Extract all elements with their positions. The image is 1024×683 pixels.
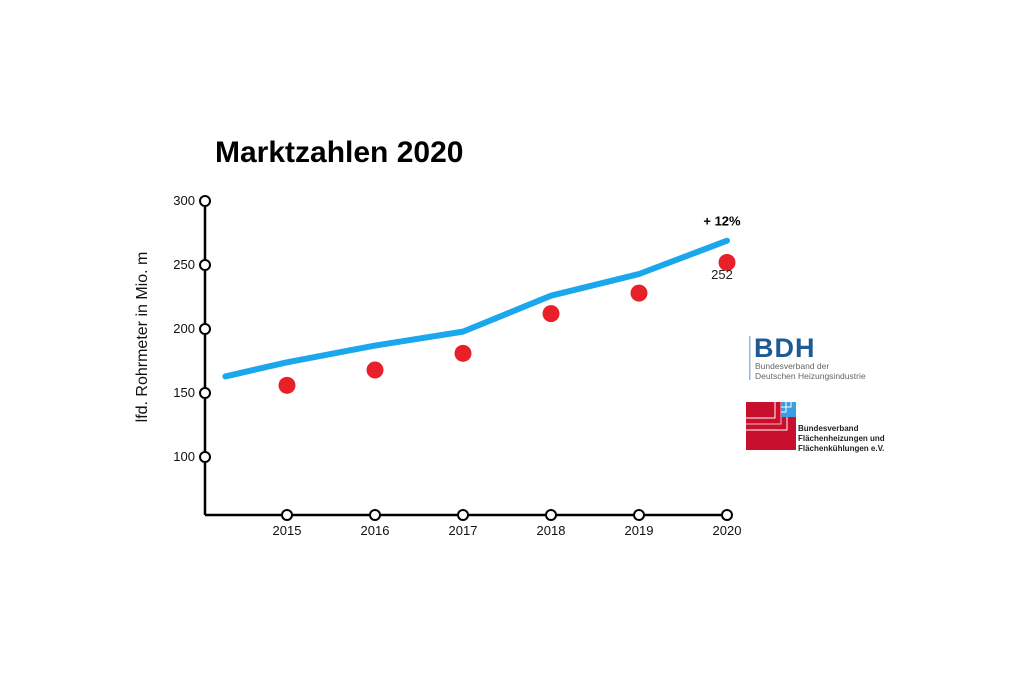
y-tick-marker — [199, 323, 211, 335]
x-tick-label: 2019 — [625, 523, 654, 538]
y-tick-label: 250 — [173, 257, 195, 272]
bvf-logo-line2: Flächenheizungen und — [798, 434, 885, 443]
data-point — [630, 284, 648, 302]
y-tick-label: 150 — [173, 385, 195, 400]
value-annotation: 252 — [711, 267, 733, 282]
x-tick-marker — [633, 509, 645, 521]
x-ticks: 2015 2016 2017 2018 2019 2020 — [273, 509, 742, 538]
data-point — [454, 344, 472, 362]
y-tick-label: 300 — [173, 193, 195, 208]
chart-title: Marktzahlen 2020 — [215, 136, 463, 169]
growth-annotation: + 12% — [703, 213, 741, 228]
bvf-logo-line3: Flächenkühlungen e.V. — [798, 444, 884, 453]
data-point — [542, 305, 560, 323]
annotations: + 12% 252 — [703, 213, 741, 282]
series-line — [222, 237, 730, 380]
bdh-logo-line1: Bundesverband der — [755, 361, 829, 371]
x-tick-label: 2020 — [713, 523, 742, 538]
series-line-path — [222, 237, 730, 380]
x-tick-label: 2016 — [361, 523, 390, 538]
y-tick-label: 200 — [173, 321, 195, 336]
bdh-logo-line2: Deutschen Heizungsindustrie — [755, 371, 866, 381]
y-tick-marker — [199, 451, 211, 463]
x-tick-label: 2018 — [537, 523, 566, 538]
bvf-logo-line1: Bundesverband — [798, 424, 859, 433]
data-point — [278, 376, 296, 394]
y-ticks: 100 150 200 250 300 — [173, 193, 211, 464]
y-tick-marker — [199, 387, 211, 399]
bdh-divider — [749, 336, 751, 380]
y-tick-label: 100 — [173, 449, 195, 464]
y-tick-marker — [199, 195, 211, 207]
x-tick-label: 2017 — [449, 523, 478, 538]
data-point — [718, 253, 736, 271]
y-tick-marker — [199, 259, 211, 271]
x-tick-marker — [721, 509, 733, 521]
bdh-logo-name: BDH — [754, 333, 816, 363]
data-point — [366, 361, 384, 379]
x-tick-marker — [369, 509, 381, 521]
x-tick-marker — [281, 509, 293, 521]
bdh-logo: BDH Bundesverband der Deutschen Heizungs… — [749, 333, 866, 381]
bvf-logo: Bundesverband Flächenheizungen und Fläch… — [746, 402, 885, 453]
x-tick-label: 2015 — [273, 523, 302, 538]
series-points — [278, 253, 736, 394]
x-tick-marker — [545, 509, 557, 521]
y-axis-label: lfd. Rohrmeter in Mio. m — [134, 252, 151, 423]
x-tick-marker — [457, 509, 469, 521]
